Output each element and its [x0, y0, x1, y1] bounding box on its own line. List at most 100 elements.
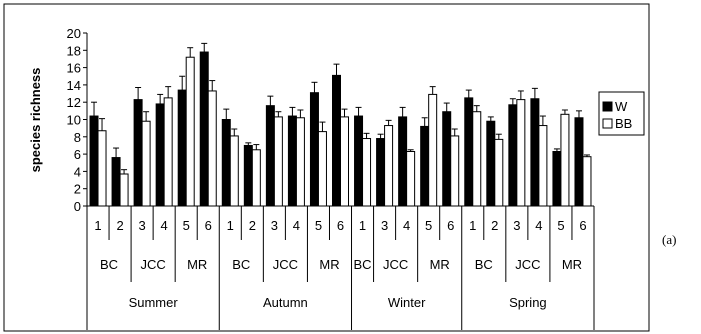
site-label: MR — [319, 257, 339, 272]
bar-bb — [384, 125, 394, 207]
site-label: BC — [475, 257, 493, 272]
site-label: JCC — [515, 257, 540, 272]
site-label: JCC — [383, 257, 408, 272]
bar-bb — [538, 125, 548, 207]
y-tick-label: 12 — [67, 95, 81, 110]
bar-bb — [141, 120, 151, 207]
site-label: BC — [100, 257, 118, 272]
sample-label: 2 — [116, 218, 123, 233]
bar-w — [89, 115, 99, 207]
y-tick-label: 8 — [74, 130, 81, 145]
sample-label: 5 — [315, 218, 322, 233]
bar-w — [111, 157, 121, 207]
legend-label-w: W — [615, 99, 628, 114]
bar-bb — [273, 116, 283, 207]
sample-label: 1 — [227, 218, 234, 233]
bar-w — [398, 116, 408, 207]
y-tick-label: 2 — [74, 182, 81, 197]
bar-bb — [207, 90, 217, 207]
sample-label: 1 — [94, 218, 101, 233]
bar-w — [199, 51, 209, 207]
bar-bb — [185, 56, 195, 207]
sample-label: 6 — [337, 218, 344, 233]
sample-label: 3 — [381, 218, 388, 233]
bar-w — [530, 98, 540, 207]
bar-bb — [251, 149, 261, 207]
bar-bb — [229, 135, 239, 207]
panel-label: (a) — [662, 232, 677, 247]
sample-label: 3 — [271, 218, 278, 233]
site-label: MR — [187, 257, 207, 272]
bar-w — [243, 144, 253, 207]
site-label: MR — [562, 257, 582, 272]
bar-w — [464, 97, 474, 207]
sample-label: 3 — [513, 218, 520, 233]
sample-label: 5 — [183, 218, 190, 233]
bar-bb — [494, 138, 504, 207]
bar-w — [552, 151, 562, 207]
bar-w — [486, 120, 496, 207]
bar-bb — [516, 99, 526, 207]
bar-bb — [428, 93, 438, 207]
bar-w — [221, 119, 231, 207]
bar-w — [287, 115, 297, 207]
bar-bb — [450, 135, 460, 207]
site-label: BC — [232, 257, 250, 272]
season-label: Autumn — [263, 295, 308, 310]
sample-label: 2 — [491, 218, 498, 233]
site-label: JCC — [140, 257, 165, 272]
sample-label: 2 — [249, 218, 256, 233]
legend: W BB — [598, 91, 645, 136]
legend-swatch-bb — [602, 118, 613, 129]
bar-bb — [163, 97, 173, 207]
bars-layer — [89, 42, 592, 207]
legend-label-bb: BB — [615, 116, 632, 131]
site-label: MR — [430, 257, 450, 272]
bar-bb — [295, 117, 305, 207]
bar-bb — [317, 131, 327, 207]
y-tick-label: 16 — [67, 61, 81, 76]
sample-label: 4 — [535, 218, 542, 233]
bar-w — [332, 74, 341, 207]
bar-w — [177, 89, 187, 207]
bar-w — [376, 138, 386, 207]
bar-bb — [97, 130, 107, 207]
y-tick-label: 18 — [67, 43, 81, 58]
sample-label: 4 — [293, 218, 300, 233]
bar-w — [265, 105, 275, 207]
sample-label: 1 — [359, 218, 366, 233]
y-axis-label: species richness — [28, 68, 43, 173]
sample-label: 6 — [447, 218, 454, 233]
sample-label: 6 — [205, 218, 212, 233]
bar-w — [155, 103, 165, 207]
y-tick-label: 0 — [74, 199, 81, 214]
bar-w — [354, 115, 364, 207]
chart-border — [3, 3, 650, 332]
bar-w — [420, 125, 430, 207]
bar-bb — [340, 116, 349, 207]
bar-w — [442, 111, 452, 207]
season-label: Spring — [509, 295, 547, 310]
bar-w — [133, 99, 143, 207]
bar-bb — [362, 138, 372, 207]
sample-label: 5 — [557, 218, 564, 233]
sample-label: 6 — [579, 218, 586, 233]
sample-label: 4 — [403, 218, 410, 233]
y-tick-label: 20 — [67, 26, 81, 41]
bar-bb — [560, 113, 570, 207]
bar-w — [508, 104, 518, 207]
y-tick-label: 10 — [67, 113, 81, 128]
y-tick-label: 14 — [67, 78, 81, 93]
bar-bb — [472, 111, 482, 207]
sample-label: 4 — [161, 218, 168, 233]
sample-label: 3 — [138, 218, 145, 233]
bar-bb — [582, 156, 592, 207]
site-label: JCC — [273, 257, 298, 272]
sample-label: 1 — [469, 218, 476, 233]
y-tick-label: 6 — [74, 147, 81, 162]
site-label: BC — [354, 257, 372, 272]
legend-swatch-w — [602, 101, 613, 112]
sample-label: 5 — [425, 218, 432, 233]
